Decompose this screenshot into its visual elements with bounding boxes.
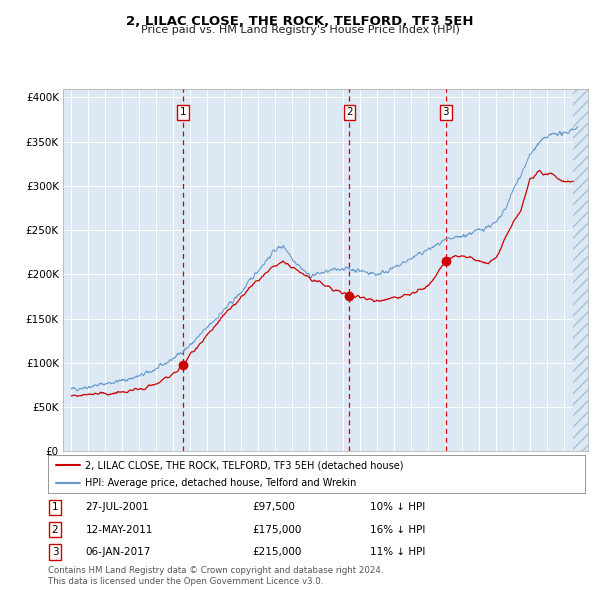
Text: 2, LILAC CLOSE, THE ROCK, TELFORD, TF3 5EH: 2, LILAC CLOSE, THE ROCK, TELFORD, TF3 5… (126, 15, 474, 28)
Text: 16% ↓ HPI: 16% ↓ HPI (370, 525, 425, 535)
Bar (573, 80, 588, 451)
Text: 06-JAN-2017: 06-JAN-2017 (86, 547, 151, 557)
Text: 12-MAY-2011: 12-MAY-2011 (86, 525, 153, 535)
Text: HPI: Average price, detached house, Telford and Wrekin: HPI: Average price, detached house, Telf… (85, 478, 356, 488)
Text: £175,000: £175,000 (252, 525, 301, 535)
Text: 1: 1 (180, 107, 187, 117)
Text: 1: 1 (52, 502, 58, 512)
Text: This data is licensed under the Open Government Licence v3.0.: This data is licensed under the Open Gov… (48, 577, 323, 586)
Text: 10% ↓ HPI: 10% ↓ HPI (370, 502, 425, 512)
Text: Contains HM Land Registry data © Crown copyright and database right 2024.: Contains HM Land Registry data © Crown c… (48, 566, 383, 575)
Text: 3: 3 (442, 107, 449, 117)
Text: 2, LILAC CLOSE, THE ROCK, TELFORD, TF3 5EH (detached house): 2, LILAC CLOSE, THE ROCK, TELFORD, TF3 5… (85, 460, 403, 470)
Text: 2: 2 (52, 525, 58, 535)
Text: £97,500: £97,500 (252, 502, 295, 512)
Text: £215,000: £215,000 (252, 547, 301, 557)
Text: 3: 3 (52, 547, 58, 557)
Text: 2: 2 (346, 107, 353, 117)
Text: Price paid vs. HM Land Registry's House Price Index (HPI): Price paid vs. HM Land Registry's House … (140, 25, 460, 35)
Text: 27-JUL-2001: 27-JUL-2001 (86, 502, 149, 512)
Text: 11% ↓ HPI: 11% ↓ HPI (370, 547, 425, 557)
